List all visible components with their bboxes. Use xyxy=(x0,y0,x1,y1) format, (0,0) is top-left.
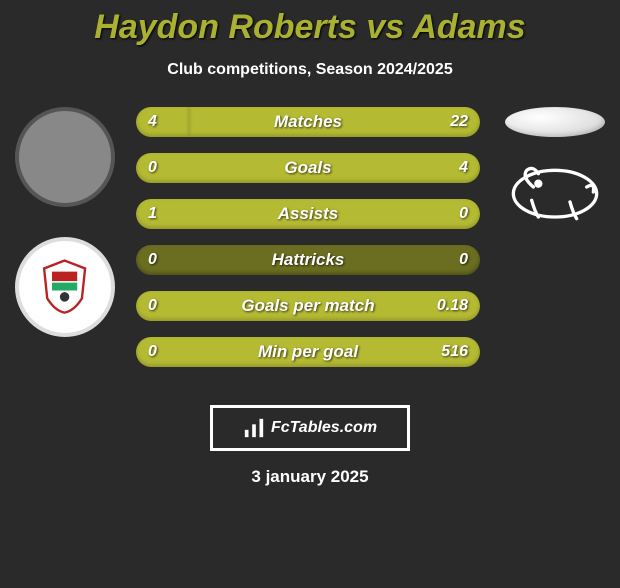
stat-label: Hattricks xyxy=(136,245,480,275)
stat-bars: 4Matches220Goals41Assists00Hattricks00Go… xyxy=(136,107,480,367)
comparison-title: Haydon Roberts vs Adams xyxy=(0,8,620,47)
brand-badge: FcTables.com xyxy=(210,405,410,451)
stat-value-right: 0 xyxy=(459,245,468,275)
brand-text: FcTables.com xyxy=(271,419,377,437)
stat-bar: 0Goals4 xyxy=(136,153,480,183)
stat-bar: 0Min per goal516 xyxy=(136,337,480,367)
comparison-content: 4Matches220Goals41Assists00Hattricks00Go… xyxy=(0,107,620,387)
left-player-column xyxy=(10,107,120,337)
player-avatar xyxy=(15,107,115,207)
stat-value-right: 0.18 xyxy=(437,291,468,321)
right-player-column xyxy=(500,107,610,227)
opponent-club-crest xyxy=(505,157,605,227)
stat-label: Assists xyxy=(136,199,480,229)
stat-value-right: 4 xyxy=(459,153,468,183)
stat-label: Goals per match xyxy=(136,291,480,321)
brand-chart-icon xyxy=(243,417,265,439)
stat-value-right: 516 xyxy=(441,337,468,367)
stat-bar: 0Hattricks0 xyxy=(136,245,480,275)
stat-label: Matches xyxy=(136,107,480,137)
stat-value-right: 0 xyxy=(459,199,468,229)
comparison-subtitle: Club competitions, Season 2024/2025 xyxy=(0,61,620,79)
stat-value-right: 22 xyxy=(450,107,468,137)
stat-label: Goals xyxy=(136,153,480,183)
stat-label: Min per goal xyxy=(136,337,480,367)
comparison-date: 3 january 2025 xyxy=(0,467,620,487)
crest-icon xyxy=(37,259,92,314)
stat-bar: 0Goals per match0.18 xyxy=(136,291,480,321)
opponent-badge-ellipse xyxy=(505,107,605,137)
stat-bar: 1Assists0 xyxy=(136,199,480,229)
player-club-crest xyxy=(15,237,115,337)
stat-bar: 4Matches22 xyxy=(136,107,480,137)
